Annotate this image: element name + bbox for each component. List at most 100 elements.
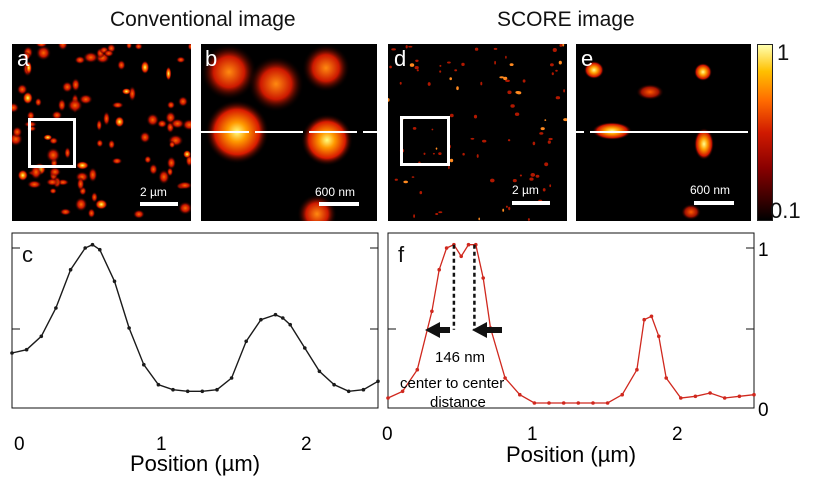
plot-f-point [415, 367, 420, 372]
d-dot [558, 60, 562, 65]
panel-a-scale-label: 2 µm [140, 185, 167, 199]
plot-c-xlabel: Position (µm) [130, 451, 260, 476]
d-dot [461, 62, 465, 66]
plot-c-point [288, 322, 293, 327]
d-dot [509, 63, 514, 66]
a-blob [17, 169, 29, 182]
panel-b-scale-label: 600 nm [315, 185, 356, 199]
a-blob [30, 164, 42, 180]
plot-f-point [693, 394, 698, 399]
a-blob [177, 96, 189, 107]
d-dot [439, 70, 442, 73]
a-blob [88, 167, 98, 183]
d-dot [519, 174, 522, 177]
a-blob [16, 83, 28, 96]
a-blob [90, 191, 98, 203]
a-blob [111, 157, 123, 165]
d-dot [448, 165, 450, 170]
a-blob [26, 180, 42, 189]
d-dot [512, 179, 517, 183]
a-blob [48, 166, 62, 177]
d-dot [414, 66, 419, 70]
e-spot-6 [681, 204, 701, 220]
plot-f-point [532, 401, 537, 405]
plot-f-point [437, 267, 441, 272]
plot-f-point [649, 314, 654, 319]
e-spot-1 [584, 61, 604, 79]
plot-f-point [722, 396, 727, 400]
plot-f-point [635, 367, 639, 372]
panel-d-dots [388, 44, 567, 221]
a-blob [108, 139, 116, 150]
a-blob [111, 101, 124, 109]
a-blob [45, 147, 61, 163]
d-dot [508, 206, 511, 211]
plot-c-point [39, 334, 44, 339]
d-dot [502, 208, 505, 212]
d-dot [462, 152, 465, 156]
plot-c-point [244, 339, 248, 344]
plot-c-point [229, 376, 234, 380]
d-dot [542, 188, 546, 192]
a-blob [59, 208, 72, 216]
plot-c-point [127, 326, 131, 330]
a-blob [34, 97, 42, 107]
d-dot [548, 137, 553, 141]
plot-c-point [361, 387, 366, 392]
plot-f-point [605, 401, 610, 405]
d-dot [456, 86, 459, 91]
arrow-left-icon [472, 322, 502, 338]
panel-b-blobs [201, 44, 377, 221]
e-spot-3 [694, 63, 712, 81]
plot-f-point [620, 392, 624, 397]
d-dot [480, 81, 483, 86]
d-dot [507, 139, 511, 142]
d-dot [552, 48, 557, 52]
d-dot [544, 162, 549, 167]
plot-f-xtick-1: 1 [527, 424, 538, 445]
plot-f-point [430, 309, 434, 314]
plot-f-point [444, 246, 449, 250]
a-blob [103, 49, 114, 58]
d-dot [388, 98, 390, 102]
b-blob-1 [201, 44, 257, 100]
plot-f-point [481, 276, 485, 280]
d-dot [438, 211, 443, 214]
panel-a-scale-bar [140, 202, 178, 206]
a-blob [134, 44, 143, 50]
a-blob [149, 163, 158, 176]
plot-c-xtick-1: 1 [156, 434, 167, 455]
d-dot [411, 176, 415, 178]
a-blob [45, 178, 59, 187]
d-dot [447, 61, 451, 64]
d-dot [535, 174, 540, 178]
a-blob [94, 199, 108, 210]
d-dot [505, 205, 508, 208]
plot-f-point [657, 334, 661, 339]
plot-c-point [171, 387, 175, 392]
panel-b-scale-bar [319, 202, 359, 206]
e-spot-5 [694, 128, 714, 160]
d-dot [439, 64, 442, 67]
a-blob [170, 118, 185, 129]
d-dot [490, 178, 495, 183]
plot-c-point [317, 369, 322, 374]
d-dot [409, 63, 415, 67]
d-dot [391, 48, 396, 51]
plot-c-point [24, 347, 29, 352]
a-blob [35, 45, 52, 61]
a-blob [57, 98, 67, 112]
plot-f-point [591, 401, 595, 405]
d-dot [474, 47, 479, 51]
d-dot [532, 141, 536, 146]
d-dot [563, 118, 567, 122]
b-blob-6 [297, 194, 337, 221]
d-dot [405, 45, 408, 49]
plot-f-point [737, 394, 742, 399]
d-dot [438, 152, 442, 155]
d-dot [478, 217, 480, 221]
d-dot [503, 76, 508, 81]
a-blob [132, 209, 145, 219]
plot-c-point [68, 267, 73, 272]
a-blob [102, 111, 111, 127]
